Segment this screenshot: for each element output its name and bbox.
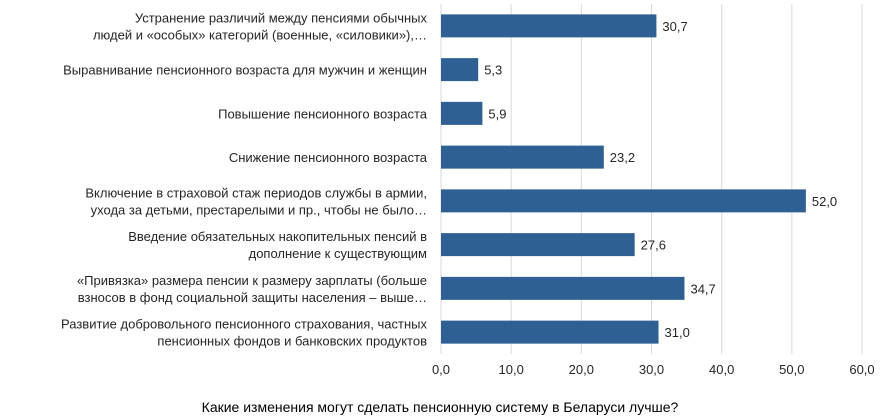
data-label: 5,3 (484, 63, 502, 78)
bar (441, 233, 635, 257)
data-label: 27,6 (641, 238, 666, 253)
bar (441, 145, 604, 169)
bar (441, 276, 685, 300)
category-label: «Привязка» размера пенсии к размеру зарп… (77, 273, 427, 305)
x-tick-label: 50,0 (779, 362, 804, 377)
bar (441, 189, 806, 213)
category-label: Выравнивание пенсионного возраста для му… (63, 63, 427, 78)
category-label: Снижение пенсионного возраста (229, 150, 428, 165)
bars (441, 14, 806, 344)
grid-lines (440, 4, 863, 354)
data-label: 30,7 (662, 19, 687, 34)
data-label: 34,7 (690, 281, 715, 296)
bar (441, 101, 483, 125)
x-tick-label: 40,0 (709, 362, 734, 377)
data-label: 52,0 (812, 194, 837, 209)
data-label: 5,9 (488, 106, 506, 121)
category-labels: Устранение различий между пенсиями обычн… (61, 10, 428, 348)
category-label: Устранение различий между пенсиями обычн… (93, 10, 428, 42)
x-tick-label: 30,0 (639, 362, 664, 377)
data-label: 23,2 (610, 150, 635, 165)
x-axis-ticks: 0,0 10,0 20,0 30,0 40,0 50,0 60,0 (432, 362, 875, 377)
bar (441, 58, 479, 82)
x-tick-label: 10,0 (499, 362, 524, 377)
category-label: Включение в страховой стаж периодов служ… (85, 185, 427, 217)
bar (441, 320, 659, 344)
x-tick-label: 0,0 (432, 362, 450, 377)
data-label: 31,0 (665, 325, 690, 340)
category-label: Развитие добровольного пенсионного страх… (61, 317, 427, 349)
value-labels: 30,7 5,3 5,9 23,2 52,0 27,6 34,7 31,0 (484, 19, 837, 340)
x-tick-label: 60,0 (849, 362, 874, 377)
category-label: Повышение пенсионного возраста (218, 106, 428, 121)
category-label: Введение обязательных накопительных пенс… (128, 229, 427, 261)
bar (441, 14, 657, 38)
x-axis-title: Какие изменения могут сделать пенсионную… (202, 399, 679, 415)
x-tick-label: 20,0 (569, 362, 594, 377)
